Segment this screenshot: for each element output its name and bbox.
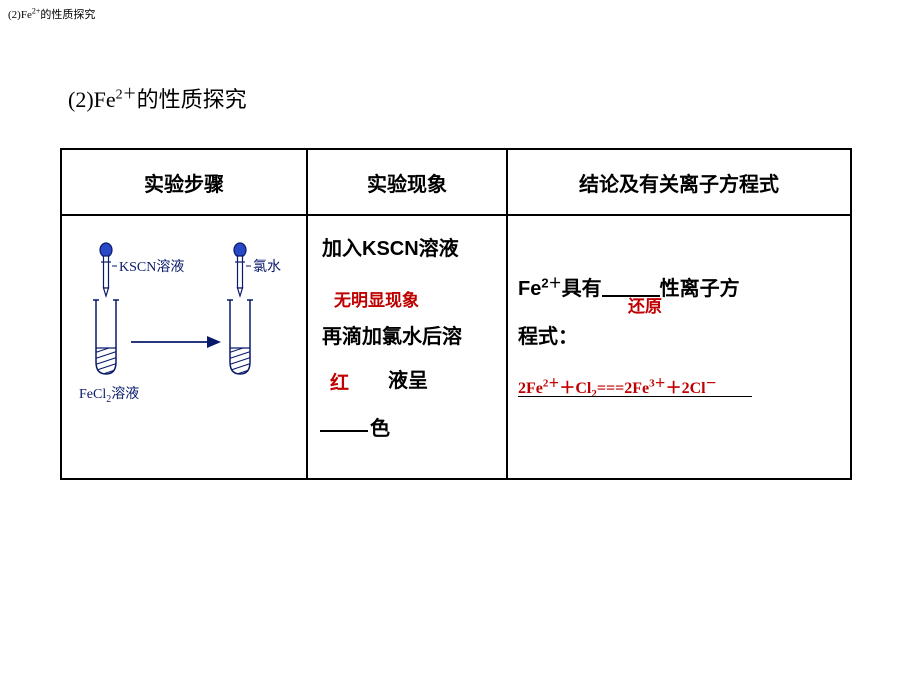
test-tube-left: [91, 300, 121, 378]
conclusion-cell: Fe2＋具有性离子方 还原 程式： 2Fe2＋＋Cl2===2Fe3＋＋2Cl－: [507, 215, 851, 479]
chlorine-label: 氯水: [253, 259, 281, 275]
table-body-row: KSCN溶液 氯水: [61, 215, 851, 479]
phenom-answer1: 无明显现象: [334, 286, 419, 311]
dropper-right: [234, 243, 251, 296]
header-conclusion: 结论及有关离子方程式: [507, 149, 851, 215]
table-header-row: 实验步骤 实验现象 结论及有关离子方程式: [61, 149, 851, 215]
experiment-table: 实验步骤 实验现象 结论及有关离子方程式 KSCN溶液: [60, 148, 852, 480]
conclusion-line2: 程式：: [518, 320, 578, 349]
conclusion-prefix: Fe2＋具有: [518, 278, 602, 300]
experiment-diagram: KSCN溶液 氯水: [73, 242, 295, 412]
kscn-label: KSCN溶液: [119, 259, 184, 275]
test-tube-right: [225, 300, 255, 378]
diagram-cell: KSCN溶液 氯水: [61, 215, 307, 479]
dropper-left: [100, 243, 117, 296]
phenom-line1: 加入KSCN溶液: [322, 232, 459, 261]
phenomenon-cell: 加入KSCN溶液 无明显现象 再滴加氯水后溶 红 液呈 色: [307, 215, 507, 479]
blank-underline: [320, 430, 368, 432]
arrow-icon: [131, 336, 221, 348]
header-steps: 实验步骤: [61, 149, 307, 215]
top-caption: (2)Fe2+的性质探究: [8, 6, 95, 22]
conclusion-suffix: 性离子方: [660, 278, 740, 300]
phenom-answer2: 红: [330, 368, 349, 395]
header-phenomenon: 实验现象: [307, 149, 507, 215]
conclusion-answer: 还原: [628, 292, 662, 317]
phenom-line4b: 液呈: [388, 364, 428, 393]
phenom-line5: 色: [370, 412, 390, 441]
phenom-line3: 再滴加氯水后溶: [322, 320, 462, 349]
equation-underline: [518, 396, 752, 397]
fecl2-label: FeCl2溶液: [79, 386, 139, 405]
section-title: (2)Fe2＋的性质探究: [68, 82, 247, 114]
